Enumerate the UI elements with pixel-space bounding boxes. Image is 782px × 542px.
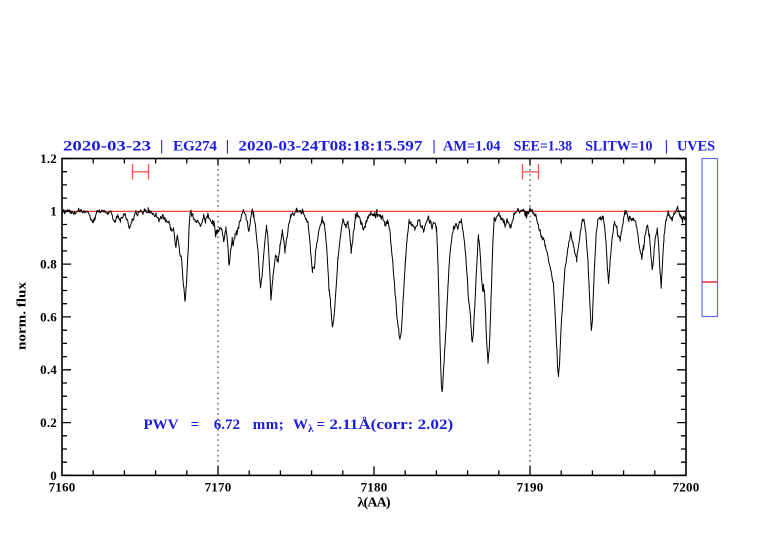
svg-text:7180: 7180 (361, 480, 388, 495)
svg-text:PWV: PWV (144, 417, 179, 433)
svg-text:AM=1.04: AM=1.04 (443, 138, 501, 155)
svg-text:SEE=1.38: SEE=1.38 (514, 138, 573, 155)
svg-text:=: = (191, 417, 200, 433)
svg-text:λ(AA): λ(AA) (358, 496, 391, 511)
svg-text:|: | (665, 138, 668, 155)
svg-text:2.11Å(corr: 2.02): 2.11Å(corr: 2.02) (329, 417, 453, 433)
svg-text:7170: 7170 (205, 480, 232, 495)
svg-text:7190: 7190 (517, 480, 544, 495)
svg-text:norm. flux: norm. flux (14, 281, 29, 350)
svg-text:SLITW=10: SLITW=10 (585, 138, 653, 155)
svg-text:1.2: 1.2 (40, 151, 57, 166)
svg-text:2020-03-24T08:18:15.597: 2020-03-24T08:18:15.597 (238, 138, 422, 155)
svg-text:1: 1 (50, 204, 57, 219)
svg-text:0: 0 (50, 468, 57, 483)
svg-text:7200: 7200 (673, 480, 700, 495)
svg-text:0.8: 0.8 (40, 257, 57, 272)
svg-text:6.72: 6.72 (214, 417, 240, 433)
svg-text:=: = (317, 417, 326, 433)
svg-text:0.4: 0.4 (40, 362, 57, 377)
svg-text:UVES: UVES (677, 138, 715, 155)
svg-text:0.6: 0.6 (40, 309, 57, 324)
svg-text:|: | (226, 138, 229, 155)
svg-text:7160: 7160 (49, 480, 76, 495)
svg-text:2020-03-23: 2020-03-23 (63, 138, 151, 155)
svg-text:0.2: 0.2 (40, 415, 57, 430)
svg-text:EG274: EG274 (173, 138, 217, 155)
svg-text:mm;: mm; (253, 417, 284, 433)
svg-text:|: | (160, 138, 163, 155)
svg-text:|: | (432, 138, 435, 155)
